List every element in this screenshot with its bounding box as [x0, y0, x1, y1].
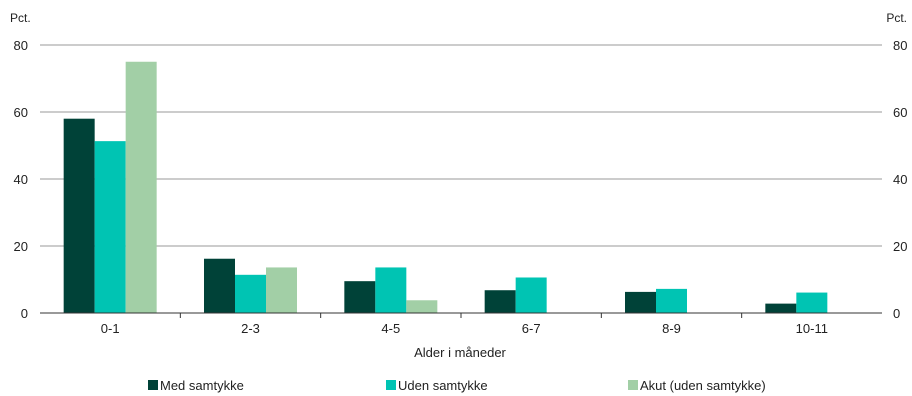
bar: [63, 118, 95, 313]
legend-label: Akut (uden samtykke): [640, 378, 766, 393]
bar: [484, 290, 516, 313]
legend-swatch: [148, 380, 158, 390]
y-tick-label-left: 60: [14, 105, 28, 120]
bar: [515, 277, 547, 313]
left-y-axis: 0 20 40 60 80: [14, 38, 28, 321]
x-tick-label: 0-1: [101, 321, 120, 336]
legend-swatch: [386, 380, 396, 390]
bar: [266, 267, 297, 313]
y-tick-label-left: 20: [14, 239, 28, 254]
right-y-axis: 0 20 40 60 80: [893, 38, 907, 321]
x-tick-label: 10-11: [796, 321, 828, 336]
bar: [204, 258, 235, 313]
gridlines: [40, 44, 882, 247]
y-tick-label-right: 80: [893, 38, 907, 53]
legend-label: Uden samtykke: [398, 378, 488, 393]
bar: [375, 267, 407, 313]
y-tick-label-right: 60: [893, 105, 907, 120]
bar: [125, 61, 157, 313]
legend: Med samtykke Uden samtykke Akut (uden samt…: [148, 378, 766, 393]
x-axis: 0-1 2-3 4-5 6-7 8-9 10-11: [101, 313, 828, 336]
y-tick-label-right: 40: [893, 172, 907, 187]
bar: [94, 141, 126, 313]
bar: [344, 281, 376, 313]
y-tick-label-left: 80: [14, 38, 28, 53]
right-axis-unit: Pct.: [886, 11, 907, 25]
bar: [406, 300, 438, 313]
legend-label: Med samtykke: [160, 378, 244, 393]
x-tick-label: 2-3: [241, 321, 260, 336]
legend-swatch: [628, 380, 638, 390]
bars: [63, 61, 828, 313]
x-tick-label: 6-7: [522, 321, 541, 336]
left-axis-unit: Pct.: [10, 11, 31, 25]
x-axis-label: Alder i måneder: [414, 345, 506, 360]
bar: [765, 303, 797, 313]
y-tick-label-right: 0: [893, 306, 900, 321]
bar: [656, 288, 687, 313]
x-tick-label: 8-9: [662, 321, 681, 336]
y-tick-label-right: 20: [893, 239, 907, 254]
y-tick-label-left: 0: [21, 306, 28, 321]
y-tick-label-left: 40: [14, 172, 28, 187]
bar: [796, 292, 828, 313]
x-tick-label: 4-5: [381, 321, 400, 336]
bar: [625, 291, 656, 313]
bar: [235, 274, 266, 313]
